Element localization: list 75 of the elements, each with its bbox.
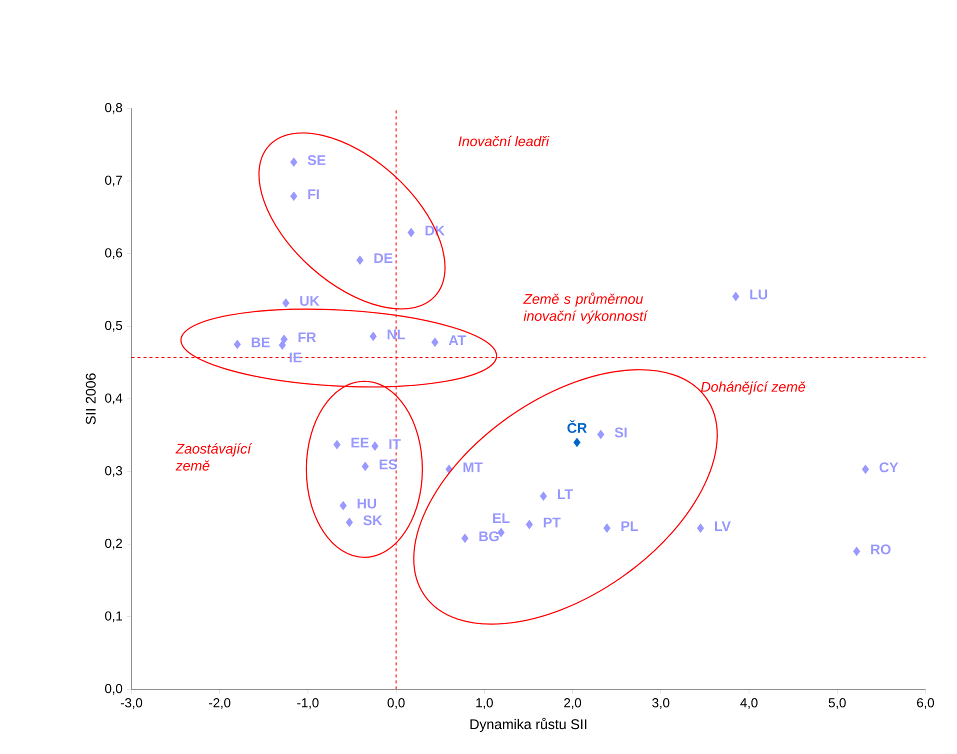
point — [333, 440, 341, 450]
y-tick-label: 0,4 — [105, 393, 122, 404]
x-tick-label: 1,0 — [476, 698, 493, 709]
annotation: SK — [363, 515, 382, 526]
x-tick-label: 0,0 — [388, 698, 405, 709]
x-tick-label: 3,0 — [652, 698, 670, 709]
x-tick-label: -1,0 — [297, 698, 319, 709]
point — [597, 430, 604, 440]
x-tick-label: 2,0 — [564, 698, 582, 709]
annotation: LU — [750, 290, 768, 300]
annotation: SE — [308, 155, 326, 166]
point — [278, 340, 286, 350]
annotation: IT — [389, 439, 401, 449]
y-tick-label: 0,0 — [105, 684, 122, 695]
point — [696, 523, 704, 533]
point — [862, 464, 870, 474]
annotation: Zaostávající země — [175, 443, 252, 471]
annotation: EL — [493, 513, 510, 523]
annotation: UK — [300, 296, 320, 306]
annotation: CY — [880, 462, 898, 472]
annotation: LV — [714, 521, 731, 531]
x-tick-label: -2,0 — [209, 698, 230, 709]
point — [362, 462, 369, 472]
x-axis-title: Dynamika růstu SII — [470, 718, 586, 732]
point — [290, 192, 298, 201]
annotation: DE — [374, 253, 392, 263]
annotation: PT — [544, 518, 561, 528]
annotation: NL — [388, 330, 405, 340]
point — [408, 228, 415, 238]
y-tick-label: 0,7 — [105, 176, 122, 186]
annotation: Země s průměrnou inovační výkonností — [523, 292, 648, 324]
point — [340, 500, 347, 510]
annotation: ČR — [567, 420, 587, 433]
annotation: IE — [290, 352, 302, 362]
point — [290, 157, 298, 167]
annotation: BE — [252, 338, 270, 348]
y-tick-label: 0,8 — [105, 102, 122, 114]
annotation: Inovační leadři — [458, 136, 550, 146]
annotation: AT — [448, 335, 466, 346]
x-tick-label: 6,0 — [917, 698, 934, 709]
annotation: RO — [871, 544, 891, 554]
y-tick-label: 0,3 — [105, 466, 122, 477]
y-tick-label: 0,5 — [105, 320, 122, 332]
point — [234, 340, 241, 350]
annotation: SI — [614, 427, 627, 438]
y-axis-title: SII 2006 — [86, 373, 96, 424]
x-tick-label: 5,0 — [828, 698, 846, 709]
point — [573, 438, 581, 448]
point — [431, 338, 439, 347]
annotation: ES — [380, 459, 397, 470]
point — [461, 534, 469, 544]
annotation: FR — [298, 332, 316, 342]
annotation: FI — [308, 189, 319, 200]
point — [371, 441, 379, 451]
y-tick-label: 0,6 — [105, 248, 122, 259]
annotation: Dohánějící země — [701, 381, 806, 395]
point — [526, 520, 533, 530]
annotation: MT — [464, 462, 483, 472]
point — [732, 292, 740, 302]
x-tick-label: -3,0 — [120, 698, 142, 709]
x-tick-label: 4,0 — [740, 698, 758, 709]
point — [282, 298, 290, 308]
y-tick-label: 0,1 — [105, 611, 122, 622]
annotation: BG — [479, 531, 499, 542]
point — [346, 518, 353, 528]
y-tick-label: 0,2 — [105, 538, 122, 550]
point — [603, 523, 611, 533]
point — [540, 491, 548, 501]
point — [370, 332, 377, 342]
annotation: PL — [621, 521, 638, 531]
annotation: LT — [558, 489, 573, 499]
annotation: EE — [351, 438, 369, 448]
annotation: HU — [358, 498, 376, 509]
point — [356, 255, 364, 265]
point — [853, 546, 860, 556]
